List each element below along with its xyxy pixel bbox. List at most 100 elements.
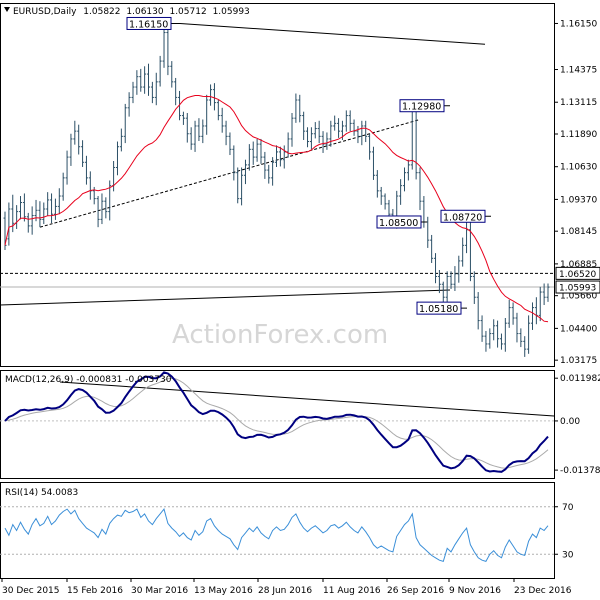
candle xyxy=(406,159,410,181)
candle xyxy=(453,266,457,292)
rsi-y-axis: 70 30 xyxy=(0,503,574,560)
candle xyxy=(368,133,372,160)
candle xyxy=(294,93,298,123)
price-tag: 1.05993 xyxy=(555,280,600,294)
annotation-label: 1.08720 xyxy=(443,212,482,223)
candle xyxy=(298,94,302,123)
price-tick-label: 1.06885 xyxy=(560,260,597,270)
candle xyxy=(209,84,213,106)
candle xyxy=(476,292,480,330)
candle xyxy=(317,120,321,144)
candle xyxy=(263,151,267,179)
candle xyxy=(247,144,251,171)
candle xyxy=(457,255,461,283)
candle xyxy=(84,155,88,185)
x-tick-label: 15 Feb 2016 xyxy=(67,586,123,596)
candle xyxy=(356,125,360,144)
candle xyxy=(259,138,263,164)
candle xyxy=(309,127,313,150)
x-tick-label: 23 Dec 2016 xyxy=(514,586,572,596)
price-tag-box xyxy=(555,266,600,280)
annotation-label: 1.16150 xyxy=(129,19,168,30)
x-tick-label: 26 Sep 2016 xyxy=(387,586,444,596)
candle xyxy=(201,119,205,144)
candle xyxy=(174,77,178,106)
candle xyxy=(73,120,77,145)
candle xyxy=(38,201,42,228)
candle xyxy=(290,112,294,147)
x-tick-label: 30 Mar 2016 xyxy=(131,586,188,596)
rsi-tick-label: 70 xyxy=(562,503,574,513)
candle xyxy=(77,124,81,155)
candle xyxy=(139,68,143,92)
rsi-line xyxy=(4,508,549,563)
candle xyxy=(131,81,135,104)
candle xyxy=(189,127,193,150)
candle xyxy=(123,103,127,144)
price-tick-label: 1.14375 xyxy=(560,66,597,76)
price-tag: 1.06520 xyxy=(555,266,600,280)
candle xyxy=(61,172,65,201)
candle xyxy=(337,118,341,138)
candle xyxy=(530,302,534,330)
candle xyxy=(519,328,523,348)
candle xyxy=(286,132,290,158)
annotation-box xyxy=(376,215,422,229)
price-tick-label: 1.03175 xyxy=(560,356,597,366)
candle xyxy=(7,202,11,246)
candle xyxy=(503,317,507,352)
candle xyxy=(181,111,185,125)
candle xyxy=(267,164,271,184)
annotation-label: 1.12980 xyxy=(402,102,441,113)
candle xyxy=(46,192,50,216)
x-tick-label: 28 Jun 2016 xyxy=(258,586,312,596)
upper-trendline xyxy=(179,22,486,45)
x-tick-label: 30 Dec 2015 xyxy=(2,586,60,596)
candle xyxy=(360,120,364,146)
price-annotations: 1.16150 1.12980 1.08500 1.08720 1.05180 xyxy=(126,16,491,315)
candle xyxy=(437,269,441,294)
price-tick-label: 1.16150 xyxy=(560,19,597,29)
candle xyxy=(212,83,216,111)
candle xyxy=(185,112,189,143)
candle xyxy=(344,110,348,132)
candle xyxy=(22,193,26,222)
candle xyxy=(162,27,166,68)
candle xyxy=(150,81,154,104)
candle xyxy=(81,140,85,167)
candle xyxy=(135,70,139,95)
candle xyxy=(418,167,422,211)
rsi-panel-frame xyxy=(0,482,555,579)
price-annotation: 1.08720 xyxy=(440,209,491,223)
candle xyxy=(127,92,131,117)
candle xyxy=(108,180,112,221)
macd-line xyxy=(4,371,549,473)
candle xyxy=(147,63,151,96)
rsi-label: RSI(14) 54.0083 xyxy=(5,488,78,498)
candle xyxy=(271,157,275,186)
candle xyxy=(538,286,542,322)
candle xyxy=(434,253,438,284)
candle xyxy=(154,72,158,106)
candle xyxy=(115,141,119,176)
candle xyxy=(488,328,492,349)
price-tags: 1.06520 1.05993 xyxy=(555,266,600,294)
candle xyxy=(348,110,352,132)
candle xyxy=(275,145,278,167)
candle xyxy=(282,145,286,169)
price-annotation: 1.16150 xyxy=(126,16,180,30)
x-axis: 30 Dec 2015 15 Feb 2016 30 Mar 2016 13 May … xyxy=(1,578,572,596)
candle xyxy=(329,120,333,147)
candle xyxy=(399,179,403,205)
svg-text:EURUSD,Daily 1.05822: EURUSD,Daily 1.05822 1.06130 1.05712 1.0… xyxy=(13,7,250,17)
moving-average-line xyxy=(4,95,549,323)
candle xyxy=(499,333,503,350)
candle xyxy=(414,105,418,180)
annotation-box xyxy=(126,16,172,30)
candle xyxy=(278,146,282,167)
candle xyxy=(251,141,255,165)
candle xyxy=(379,186,383,205)
candle xyxy=(19,196,23,220)
macd-tick-label: 0.00 xyxy=(560,417,580,427)
rsi-tick-label: 30 xyxy=(562,550,574,560)
